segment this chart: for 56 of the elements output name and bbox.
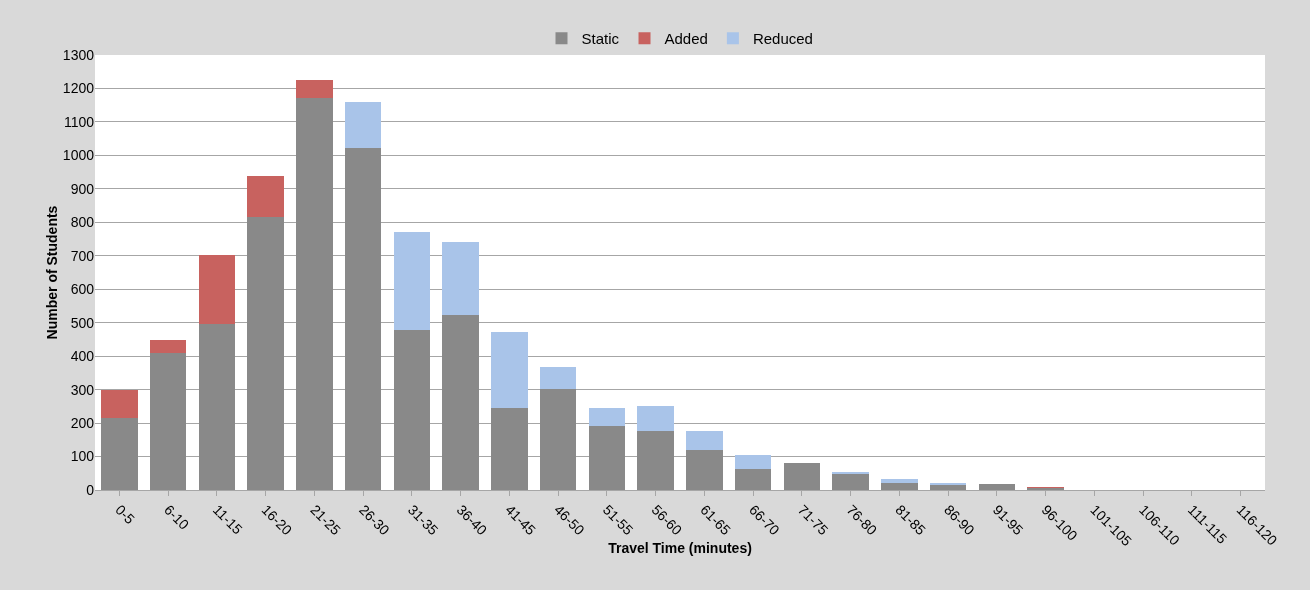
bar [686,431,723,450]
bar [637,431,674,490]
legend-label: Reduced [752,30,813,48]
bar [734,468,772,490]
y-tick-label: 400 [70,348,95,365]
x-tick-label: 6-10 [161,501,193,533]
y-tick-label: 600 [70,281,95,298]
bar [442,242,479,315]
bar [393,329,431,490]
y-axis-title: Number of Students [44,205,60,340]
bar [247,217,284,490]
y-tick-label: 100 [70,448,95,465]
y-tick-label: 300 [70,381,95,398]
y-tick-label: 1200 [62,80,95,97]
y-tick-label: 900 [70,180,95,197]
bar [101,389,138,419]
bar [393,231,431,330]
legend-label: Added [664,30,708,48]
y-tick-label: 500 [70,314,95,331]
y-tick-label: 1100 [63,113,95,130]
bar [783,463,821,490]
bar [637,406,674,432]
bar [978,484,1016,490]
bar [686,449,723,490]
bar [539,366,577,389]
bar [296,98,333,490]
y-tick-label: 200 [70,414,95,431]
bar [734,454,772,469]
bar [929,485,967,490]
bar [491,332,528,408]
bar [491,407,528,490]
bar [344,101,382,148]
bar [442,315,479,490]
bar [247,176,284,218]
bar [149,340,187,354]
legend-label: Static [581,30,620,48]
bar [344,147,382,490]
bar [588,407,626,427]
bar [929,483,967,486]
bar [539,388,577,490]
y-tick-label: 0 [86,481,95,498]
bar [832,474,869,490]
bar [296,79,333,99]
x-tick-label: 0-5 [112,501,139,528]
y-tick-label: 1300 [62,46,95,63]
bar [588,426,626,490]
bar [198,254,236,325]
y-tick-label: 800 [70,214,95,231]
y-tick-label: 700 [70,247,95,264]
y-tick-label: 1000 [62,147,95,164]
x-axis-title: Travel Time (minutes) [608,540,752,557]
bar [149,353,187,490]
bar [101,418,138,490]
bar [198,324,236,490]
bar [881,483,918,490]
bar [881,479,918,484]
